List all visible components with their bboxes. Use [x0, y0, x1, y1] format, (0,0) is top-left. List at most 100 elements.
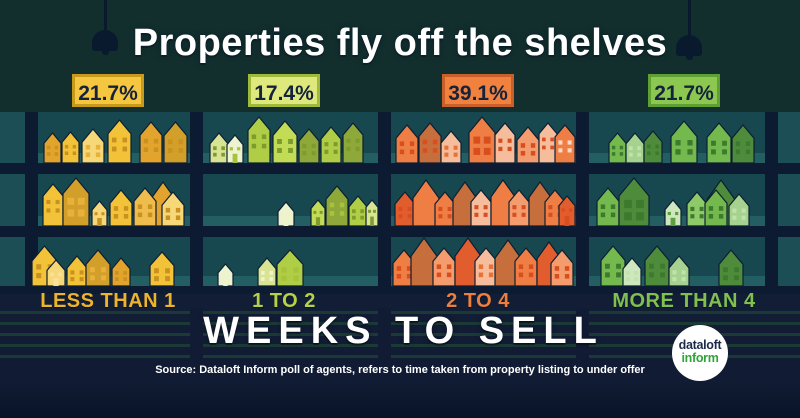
house: [325, 185, 349, 227]
house-window: [324, 149, 329, 154]
house-window: [251, 143, 257, 149]
house-window: [655, 151, 659, 156]
house-window: [261, 271, 265, 275]
house-window: [483, 212, 488, 217]
house-window: [569, 208, 573, 212]
house-window: [113, 213, 119, 219]
house-window: [409, 149, 415, 155]
house-window: [610, 212, 616, 218]
floor-stripe: [0, 344, 800, 347]
house-window: [302, 151, 307, 156]
house-window: [123, 213, 129, 219]
house: [247, 116, 271, 164]
house-window: [647, 144, 651, 149]
house-window: [333, 149, 338, 154]
house-window: [221, 146, 225, 151]
house-window: [488, 272, 494, 278]
house-window: [616, 263, 621, 269]
house-window: [223, 279, 228, 286]
house-window: [436, 272, 442, 278]
house-window: [165, 276, 170, 282]
house-window: [564, 215, 570, 226]
house-window: [478, 272, 484, 278]
house-window: [352, 215, 356, 220]
house: [272, 120, 298, 164]
house-window: [637, 146, 641, 151]
house-window: [521, 212, 526, 217]
house-window: [111, 146, 117, 152]
house: [395, 124, 419, 164]
house-window: [723, 267, 728, 273]
house-window: [687, 140, 693, 146]
house-window: [610, 204, 616, 210]
house-window: [483, 205, 488, 210]
house-window: [398, 206, 403, 212]
house-window: [708, 213, 714, 219]
house-window: [283, 218, 289, 226]
house-window: [137, 204, 143, 210]
house-window: [178, 139, 184, 145]
house-window: [79, 277, 84, 282]
house-window: [438, 214, 443, 219]
house-window: [681, 270, 686, 275]
percentage-badge-less-than-1: 21.7%: [72, 74, 144, 107]
house-window: [165, 268, 170, 274]
page-title: Properties fly off the shelves: [132, 22, 668, 64]
house: [257, 257, 277, 287]
house-window: [85, 144, 91, 150]
house-window: [637, 152, 641, 157]
house-window: [629, 146, 633, 151]
house: [622, 257, 642, 287]
house-window: [122, 137, 128, 143]
house-window: [554, 273, 560, 279]
house-window: [600, 212, 606, 218]
floor-stripe: [0, 311, 800, 314]
house: [298, 128, 320, 164]
house-window: [352, 209, 356, 214]
house-window: [175, 215, 181, 221]
house-window: [293, 275, 299, 282]
house: [66, 255, 88, 287]
house-window: [446, 272, 452, 278]
house-window: [528, 272, 534, 278]
shelf-divider: [576, 112, 589, 294]
house-window: [564, 266, 570, 271]
house-window: [636, 212, 644, 221]
house: [618, 177, 650, 227]
house: [46, 259, 66, 287]
house: [440, 130, 462, 164]
house-window: [333, 142, 338, 147]
house-window: [251, 134, 257, 140]
house-window: [221, 152, 225, 157]
house-window: [507, 146, 512, 152]
house-window: [550, 145, 554, 150]
house: [62, 177, 90, 227]
house-window: [368, 209, 372, 213]
house-window: [634, 277, 638, 281]
house-window: [732, 208, 737, 213]
house-window: [473, 136, 481, 144]
house-window: [97, 218, 102, 226]
house-window: [711, 140, 716, 146]
house-window: [115, 277, 119, 281]
house-window: [115, 271, 119, 275]
floor-stripe: [0, 322, 800, 325]
house-window: [64, 151, 69, 155]
house-window: [370, 216, 374, 226]
house-window: [67, 197, 75, 205]
house: [81, 128, 105, 164]
house: [91, 200, 108, 227]
house-window: [220, 274, 224, 278]
house-window: [58, 272, 62, 277]
house: [85, 249, 111, 287]
house-window: [507, 138, 512, 143]
houses-more-than-4-row2: [596, 177, 750, 227]
house: [348, 195, 368, 227]
house-window: [530, 143, 536, 148]
houses-2-to-4-row1: [395, 116, 576, 164]
house-window: [94, 212, 98, 216]
house-window: [690, 206, 695, 212]
shelf-board: [0, 226, 800, 237]
house-window: [681, 277, 686, 282]
